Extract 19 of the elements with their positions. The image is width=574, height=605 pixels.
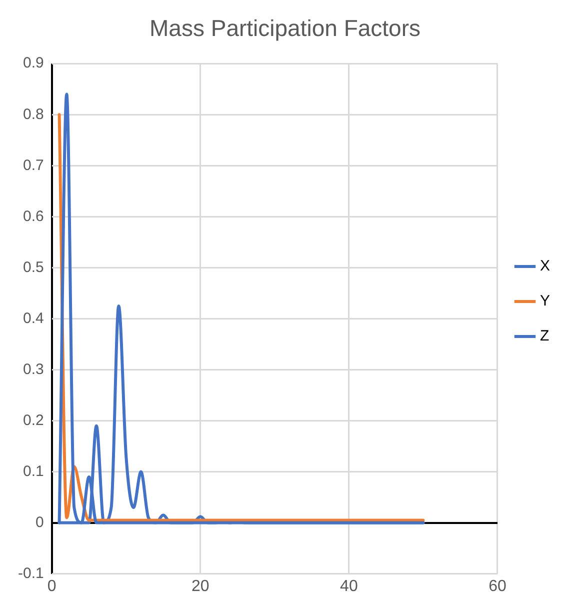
y-tick-label: 0.1	[22, 462, 44, 480]
y-tick-label: 0.6	[22, 208, 44, 225]
chart-title: Mass Participation Factors	[150, 15, 420, 42]
y-tick-label: 0.9	[22, 54, 44, 72]
y-tick-label: 0.5	[22, 258, 44, 276]
y-tick-label: 0.2	[22, 412, 44, 429]
y-tick-label: 0.8	[22, 106, 44, 123]
legend-label: Z	[540, 328, 550, 345]
y-tick-label: 0.7	[22, 156, 44, 174]
y-tick-label: 0.4	[22, 310, 44, 327]
x-tick-label: 0	[47, 578, 56, 595]
legend-label: X	[540, 258, 550, 275]
y-tick-label: 0.3	[22, 360, 44, 378]
x-tick-label: 20	[192, 578, 210, 595]
legend-label: Y	[540, 292, 550, 310]
x-tick-label: 60	[488, 578, 506, 595]
y-tick-label: -0.1	[18, 564, 44, 582]
y-tick-label: 0	[36, 514, 44, 531]
x-tick-label: 40	[340, 578, 358, 595]
